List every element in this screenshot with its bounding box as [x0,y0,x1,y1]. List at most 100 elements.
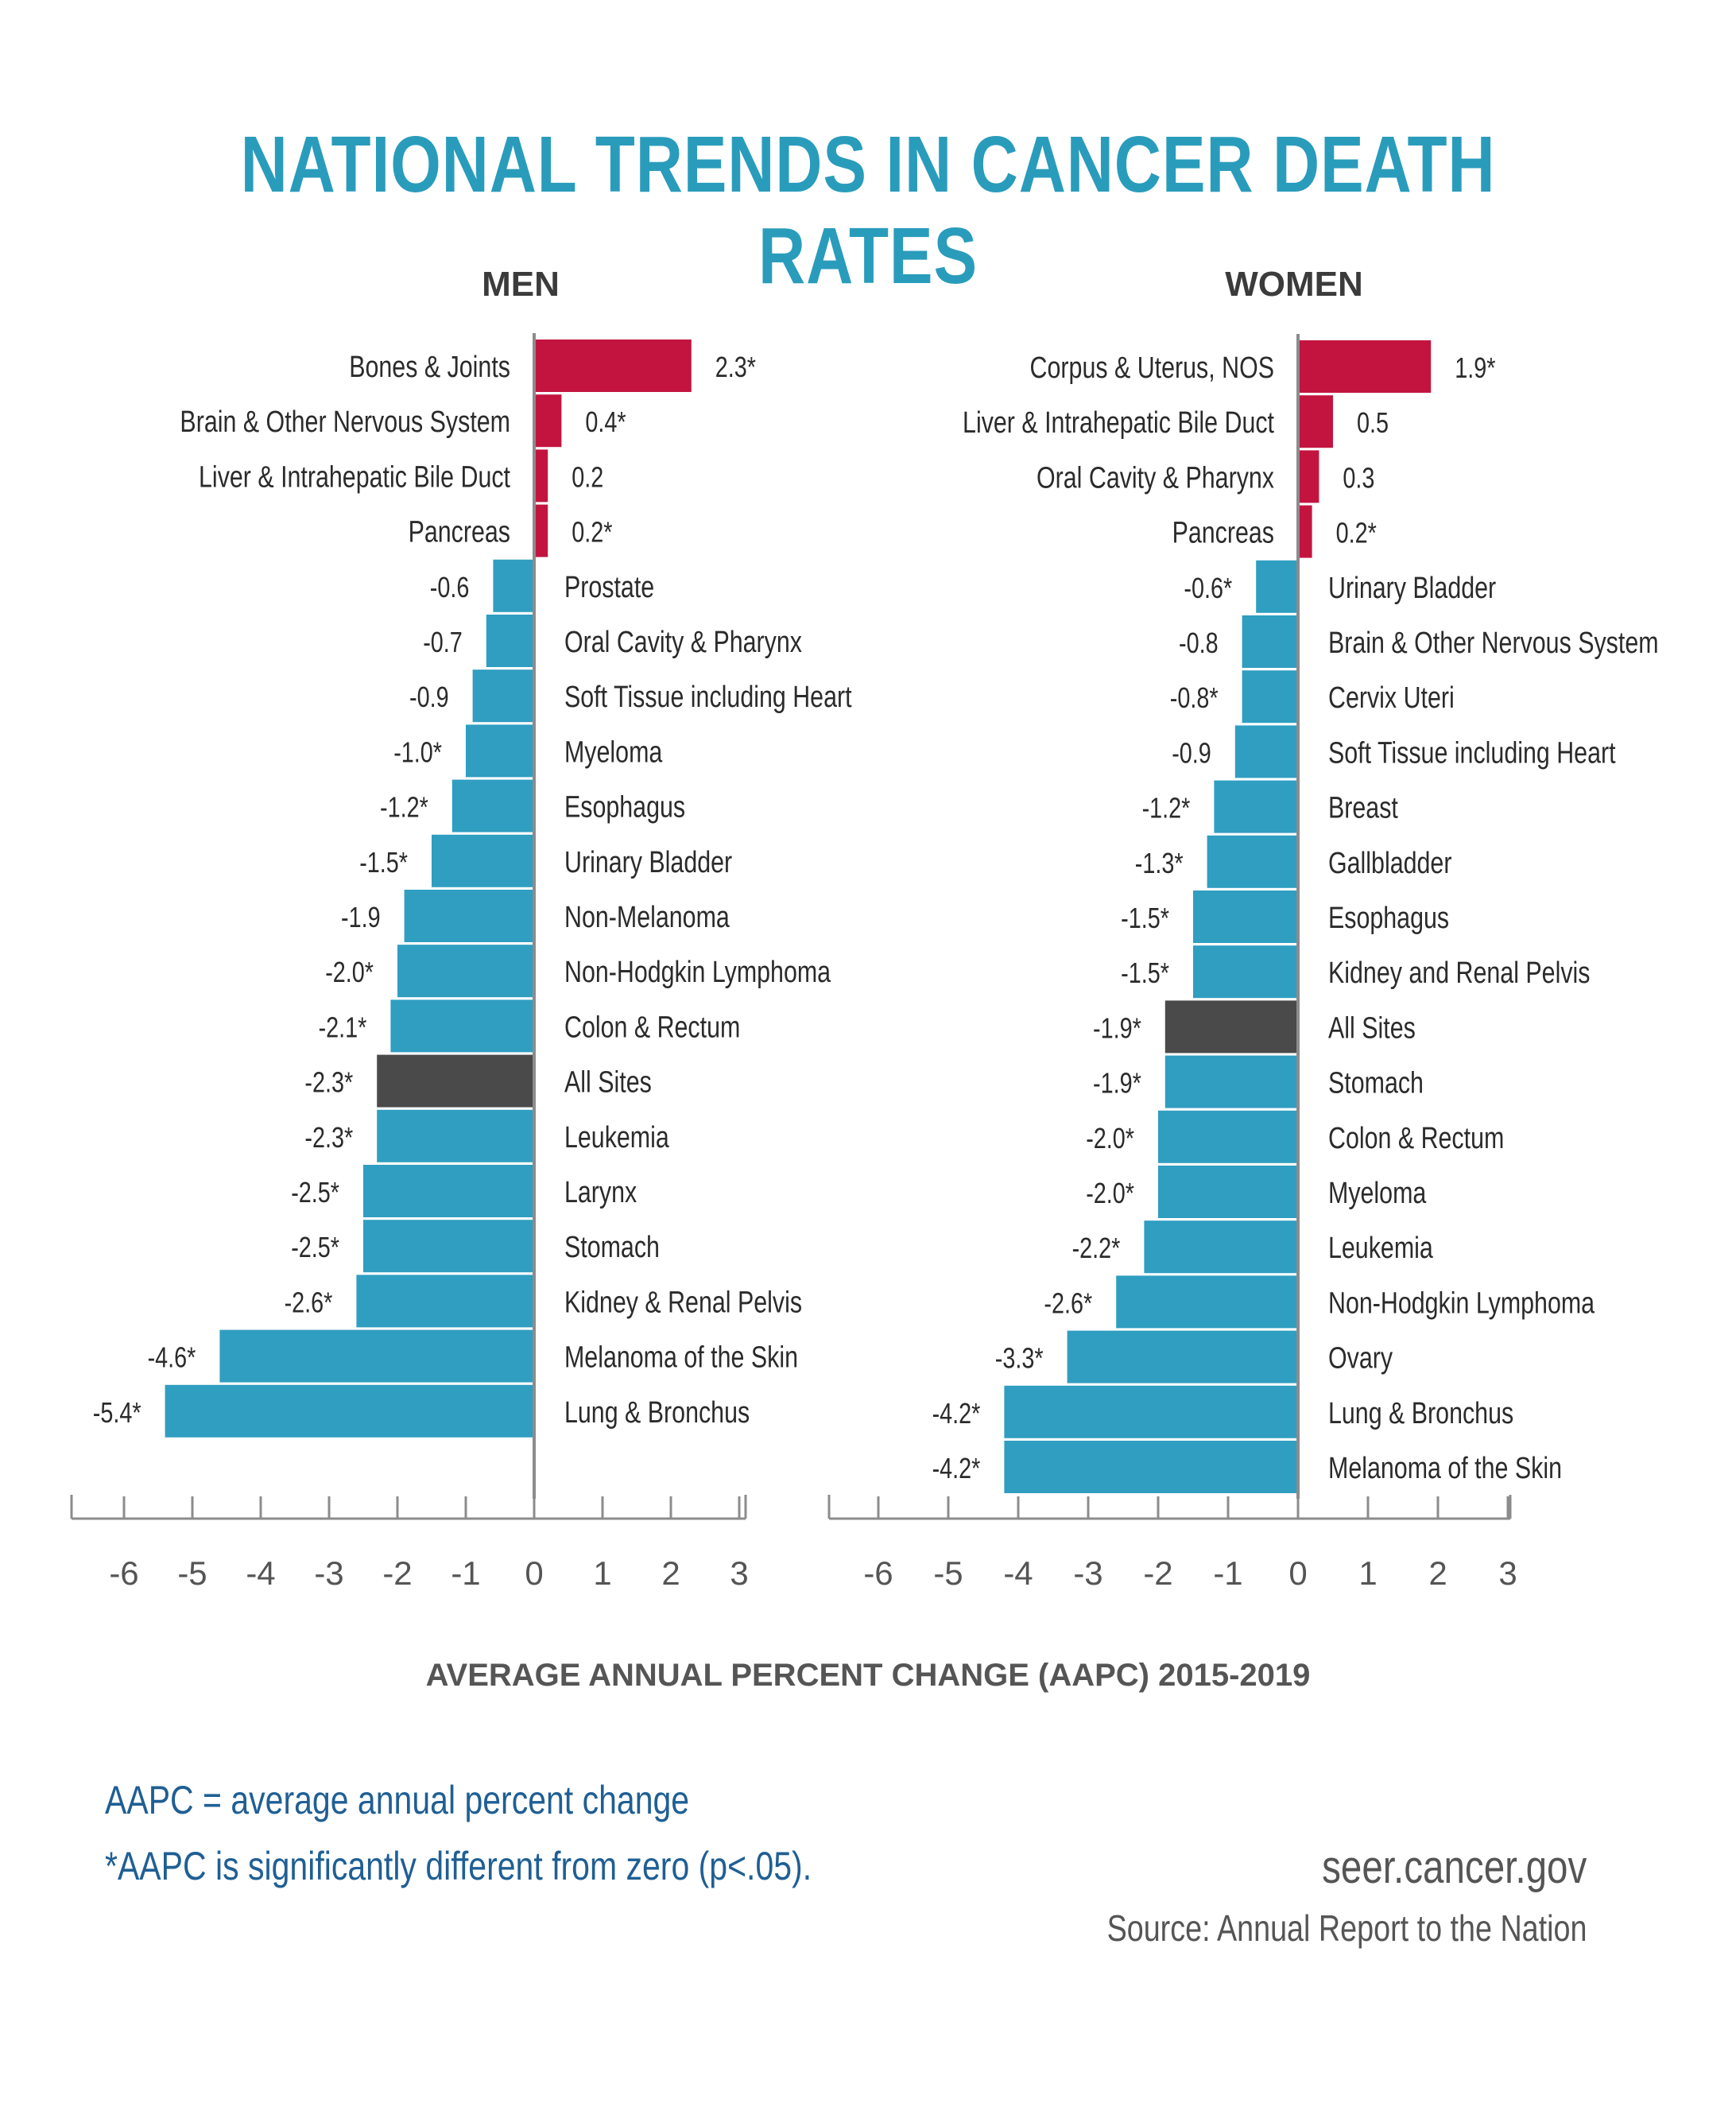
men-x-tick-label: -5 [177,1554,207,1592]
value-label: -2.6* [1044,1286,1092,1319]
value-label: -0.8 [1179,627,1219,659]
category-label: Prostate [564,571,654,604]
men-x-tick-label: -6 [109,1554,138,1592]
value-label: -0.9 [409,681,449,713]
category-label: Soft Tissue including Heart [1328,736,1616,770]
bar-men-7 [466,724,534,778]
men-x-tick-label: 2 [661,1554,680,1592]
value-label: -1.9* [1093,1011,1141,1044]
bar-men-1 [534,394,562,448]
value-label: -0.6 [430,571,470,603]
category-label: Urinary Bladder [564,846,732,879]
bar-women-11 [1193,945,1298,999]
bar-men-16 [363,1220,534,1273]
men-x-tick-label: 0 [525,1554,543,1592]
bar-men-17 [356,1275,534,1328]
value-label: -1.2* [1142,791,1191,824]
women-x-tick-label: -1 [1213,1554,1242,1592]
category-label: Soft Tissue including Heart [564,681,852,714]
category-label: Non-Melanoma [564,901,730,934]
value-label: 0.4* [585,405,626,438]
bar-men-19 [165,1384,534,1438]
bar-women-2 [1298,450,1319,503]
bar-women-20 [1004,1441,1298,1493]
category-label: Ovary [1328,1341,1393,1375]
value-label: 0.5 [1357,406,1389,439]
bar-women-15 [1158,1166,1298,1218]
men-chart: Bones & Joints 2.3* Brain & Other Nervous … [70,333,852,1592]
bar-women-4 [1256,560,1298,613]
category-label: Oral Cavity & Pharynx [564,626,802,659]
bar-women-8 [1214,780,1298,833]
bar-women-6 [1242,670,1298,724]
value-label: 0.3 [1343,461,1374,494]
category-label: Kidney and Renal Pelvis [1328,956,1591,990]
men-x-tick-label: 3 [730,1554,748,1592]
men-x-tick-label: -2 [382,1554,412,1592]
bar-women-14 [1158,1110,1298,1163]
source-credit: Source: Annual Report to the Nation [1106,1907,1587,1949]
bar-men-2 [534,449,548,502]
value-label: -1.5* [1121,956,1169,989]
value-label: -2.5* [291,1176,339,1209]
women-x-tick-label: 3 [1498,1554,1517,1592]
value-label: -1.0* [393,735,442,768]
category-label: Colon & Rectum [1328,1122,1504,1155]
category-label: Non-Hodgkin Lymphoma [1328,1286,1595,1320]
value-label: -2.3* [304,1065,353,1098]
value-label: -5.4* [93,1396,141,1429]
chart-title: NATIONAL TRENDS IN CANCER DEATH RATES [240,120,1496,301]
bar-men-10 [404,890,534,942]
category-label: Melanoma of the Skin [564,1341,798,1374]
value-label: -3.3* [995,1341,1044,1374]
category-label: Kidney & Renal Pelvis [564,1286,802,1319]
value-label: -2.0* [1086,1122,1134,1154]
value-label: 1.9* [1455,351,1495,384]
bar-women-13 [1164,1055,1298,1108]
bar-women-3 [1298,505,1312,558]
value-label: -1.3* [1135,847,1184,879]
bar-women-19 [1004,1385,1298,1438]
value-label: -2.0* [1086,1177,1134,1209]
value-label: 0.2* [1336,516,1377,549]
value-label: -2.3* [304,1121,353,1154]
value-label: -0.8* [1170,681,1219,714]
bar-women-10 [1193,891,1298,943]
value-label: -4.6* [148,1341,196,1373]
women-panel-title: WOMEN [1225,265,1363,304]
seer-website-credit: seer.cancer.gov [1321,1841,1587,1893]
bar-men-15 [363,1165,534,1217]
women-x-tick-label: -6 [863,1554,893,1592]
category-label: Corpus & Uterus, NOS [1030,351,1274,385]
bar-men-18 [219,1329,534,1383]
category-label: Pancreas [409,515,510,549]
bar-men-3 [534,504,548,557]
bar-men-11 [397,945,534,998]
category-label: Lung & Bronchus [1328,1397,1513,1430]
women-x-tick-label: 1 [1358,1554,1377,1592]
value-label: 2.3* [715,351,756,383]
category-label: Leukemia [564,1121,670,1154]
bar-women-0 [1298,340,1432,393]
bar-men-14 [377,1109,534,1162]
value-label: 0.2* [572,515,612,548]
category-label: Cervix Uteri [1328,681,1455,715]
value-label: -1.2* [380,790,428,823]
value-label: -4.2* [932,1452,981,1484]
value-label: -2.5* [291,1231,339,1263]
category-label: Urinary Bladder [1328,572,1496,605]
value-label: 0.2 [572,460,603,493]
category-label: All Sites [1328,1011,1416,1045]
bar-women-12 [1164,1000,1298,1054]
value-label: -1.9 [341,901,381,933]
men-x-tick-label: -4 [246,1554,275,1592]
category-label: Liver & Intrahepatic Bile Duct [199,460,510,494]
category-label: Pancreas [1172,516,1274,549]
value-label: -1.5* [1121,902,1169,934]
category-label: Lung & Bronchus [564,1396,750,1430]
bar-women-16 [1144,1220,1298,1274]
value-label: -0.7 [423,626,463,658]
bar-men-4 [493,559,534,612]
bar-men-8 [451,779,534,832]
